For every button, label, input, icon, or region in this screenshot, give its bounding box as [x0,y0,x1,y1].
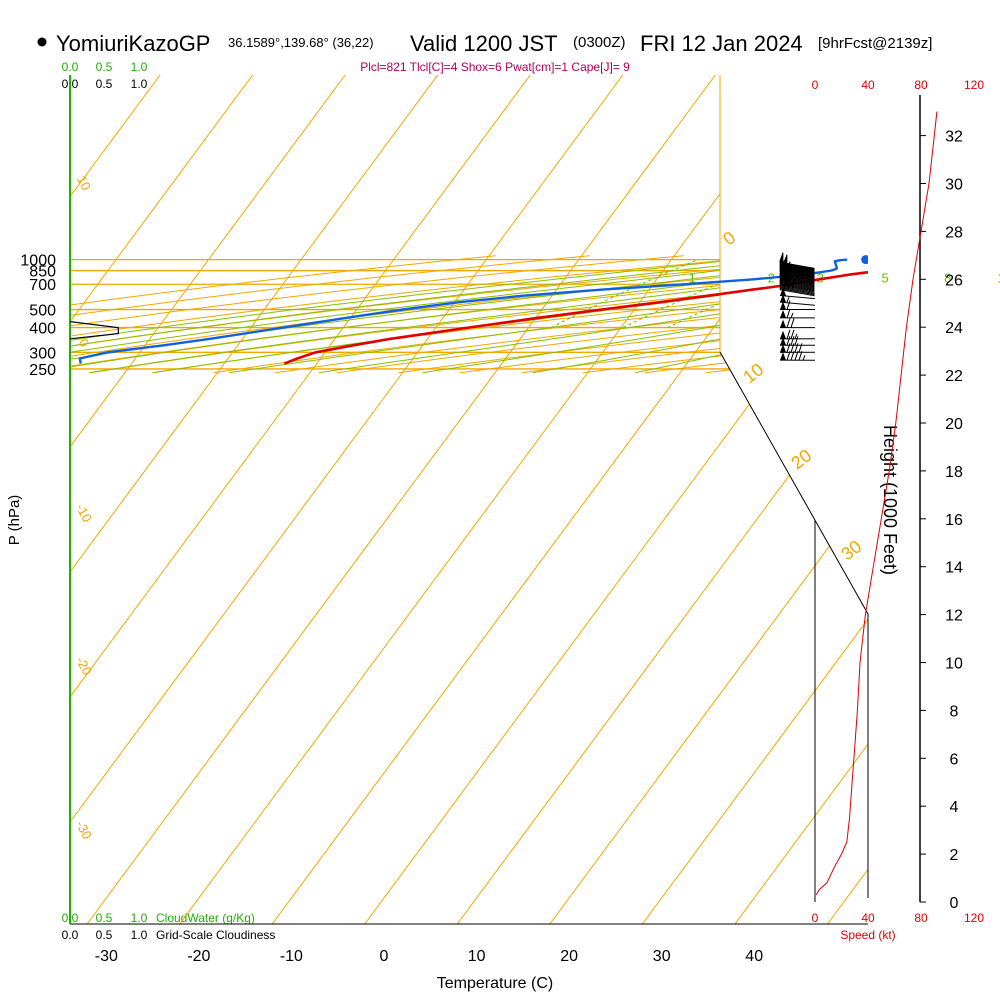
wind-speed-bottom-tick: 0 [812,911,819,925]
pressure-tick-label: 500 [29,303,56,320]
cloudiness-tick-0: 0.0 [62,928,79,942]
y-axis-title: P (hPa) [6,495,23,546]
temperature-tick-label: -30 [95,948,118,965]
height-tick-label: 28 [945,224,963,241]
temperature-tick-label: 20 [560,948,578,965]
height-tick-label: 32 [945,129,963,146]
pressure-tick-label: 400 [29,321,56,338]
cloud-water-tick-1: 0.5 [96,911,113,925]
cloudiness-top-tick-2: 1.0 [131,77,148,91]
surface-dewpoint-dot [861,255,870,264]
temperature-tick-label: 30 [653,948,671,965]
cloudiness-tick-1: 0.5 [96,928,113,942]
isotherm-line [87,75,715,924]
dry-adiabat [398,256,1000,373]
isotherm-label: -30 [73,818,95,842]
station-dot-icon [38,38,47,47]
cloudiness-label: Grid-Scale Cloudiness [156,928,275,942]
height-tick-label: 18 [945,464,963,481]
height-tick-label: 6 [950,751,959,768]
temperature-tick-label: 0 [380,948,389,965]
height-tick-label: 20 [945,416,963,433]
wind-speed-bottom-tick: 40 [861,911,875,925]
wind-speed-bottom-tick: 120 [964,911,984,925]
height-tick-label: 4 [950,799,959,816]
cloud-water-tick-2: 1.0 [131,911,148,925]
height-tick-label: 8 [950,703,959,720]
wind-speed-top-tick: 80 [914,78,928,92]
isotherm-line [0,75,623,924]
mixing-ratio-label: 5 [881,270,888,285]
cloud-water-top-tick-2: 1.0 [131,60,148,74]
valid-date: FRI 12 Jan 2024 [640,31,803,56]
isotherm-line [0,75,253,924]
stability-indices: Plcl=821 Tlcl[C]=4 Shox=6 Pwat[cm]=1 Cap… [360,60,630,74]
valid-zulu: (0300Z) [573,34,626,51]
temperature-tick-label: 40 [745,948,763,965]
temperature-tick-label: 10 [468,948,486,965]
height-tick-label: 2 [950,847,959,864]
height-tick-label: 26 [945,272,963,289]
height-tick-label: 0 [950,895,959,912]
pressure-tick-label: 250 [29,362,56,379]
station-name: YomiuriKazoGP [56,31,210,56]
isotherm-line [0,75,345,924]
cloud-water-top-tick-1: 0.5 [96,60,113,74]
x-axis-title: Temperature (C) [437,975,553,992]
wind-speed-top-tick: 0 [812,78,819,92]
isotherm-line [180,75,808,924]
temperature-tick-label: -10 [280,948,303,965]
isotherm-label: -10 [73,501,95,525]
height-tick-label: 16 [945,512,963,529]
height-tick-label: 10 [945,656,963,673]
pressure-tick-label: 300 [29,345,56,362]
cloud-water-top-tick-0: 0.0 [62,60,79,74]
station-coords: 36.1589°,139.68° (36,22) [228,35,374,50]
cloud-water-label: CloudWater (g/Kg) [156,911,255,925]
forecast-info: [9hrFcst@2139z] [818,35,932,52]
isotherm-line [0,75,530,924]
parcel-path [934,260,980,263]
height-tick-label: 12 [945,608,963,625]
height-tick-label: 14 [945,560,963,577]
plot-frame [70,75,920,924]
temperature-tick-label: -20 [187,948,210,965]
valid-time: Valid 1200 JST [410,31,558,56]
isotherm-line [920,75,1000,924]
height-tick-label: 24 [945,320,963,337]
height-tick-label: 22 [945,368,963,385]
cloudiness-tick-2: 1.0 [131,928,148,942]
pressure-tick-label: 1000 [20,253,56,270]
wind-speed-top-tick: 40 [861,78,875,92]
height-axis-title: Height (1000 Feet) [880,425,900,575]
wind-speed-top-tick: 120 [964,78,984,92]
wind-speed-axis-title: Speed (kt) [840,928,895,942]
wind-speed-bottom-tick: 80 [914,911,928,925]
surface-temperature-dot [975,255,984,264]
isotherm-label: -20 [73,654,95,678]
isotherm-line [0,75,160,924]
isotherm-label: 10 [74,173,94,193]
height-tick-label: 30 [945,177,963,194]
cloudiness-top-tick-1: 0.5 [96,77,113,91]
isotherm-line [0,75,438,924]
